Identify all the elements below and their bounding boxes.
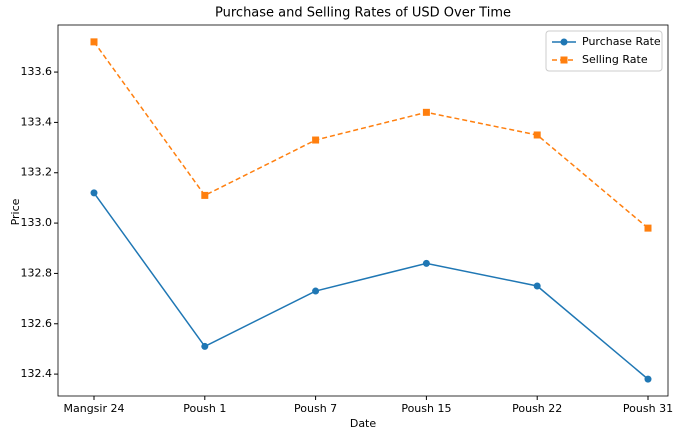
data-point [422, 108, 430, 116]
legend-label: Purchase Rate [582, 35, 661, 48]
x-tick-label: Poush 15 [401, 402, 451, 415]
x-tick-label: Poush 1 [183, 402, 226, 415]
data-point [312, 136, 320, 144]
legend-label: Selling Rate [582, 53, 648, 66]
y-tick-label: 133.6 [21, 65, 53, 78]
y-tick-label: 132.8 [21, 266, 53, 279]
data-point [201, 191, 209, 199]
chart-title: Purchase and Selling Rates of USD Over T… [215, 6, 511, 21]
y-tick-label: 133.4 [21, 115, 53, 128]
y-axis-label: Price [9, 198, 22, 225]
x-tick-label: Mangsir 24 [64, 402, 125, 415]
legend-marker [560, 56, 568, 64]
y-tick-label: 132.6 [21, 317, 53, 330]
data-point [644, 375, 652, 383]
legend-box [545, 30, 663, 72]
y-tick-label: 133.2 [21, 166, 53, 179]
data-point [644, 224, 652, 232]
series-line [93, 41, 649, 229]
plot-area [57, 24, 669, 397]
data-point [312, 287, 320, 295]
data-point [90, 189, 98, 197]
x-axis-label: Date [350, 417, 377, 430]
series-line [93, 192, 649, 380]
data-point [201, 342, 209, 350]
y-tick-label: 133.0 [21, 216, 53, 229]
x-tick-label: Poush 31 [623, 402, 673, 415]
x-tick-label: Poush 22 [512, 402, 562, 415]
x-tick-label: Poush 7 [294, 402, 337, 415]
data-point [533, 282, 541, 290]
data-point [90, 38, 98, 46]
data-point [533, 131, 541, 139]
legend-marker [560, 38, 568, 46]
data-point [422, 259, 430, 267]
y-tick-label: 132.4 [21, 367, 53, 380]
